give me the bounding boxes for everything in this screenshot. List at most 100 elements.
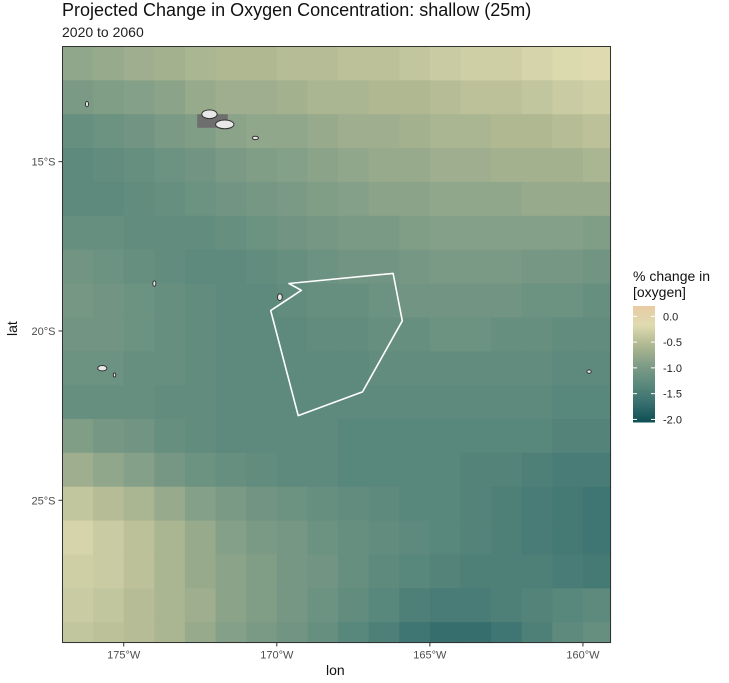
heatmap-cell [429, 317, 462, 352]
legend-swatch [633, 373, 655, 377]
heatmap-cell [154, 283, 186, 319]
heatmap-cell [552, 554, 584, 589]
legend-swatch [633, 336, 655, 340]
legend-swatch [633, 408, 655, 411]
heatmap-cell [399, 317, 431, 352]
legend-swatch [633, 367, 655, 371]
heatmap-cell [582, 385, 612, 420]
heatmap-cell [62, 114, 94, 149]
heatmap-cell [276, 80, 309, 115]
heatmap-cell [215, 622, 247, 644]
heatmap-cell [307, 554, 339, 589]
legend-swatch [633, 406, 655, 409]
legend-swatch [633, 391, 655, 394]
heatmap-cell [93, 249, 125, 285]
legend-swatch [633, 323, 655, 326]
heatmap-cell [215, 588, 247, 623]
legend-swatch [633, 358, 655, 361]
heatmap-cell [582, 588, 612, 623]
heatmap-cell [246, 520, 278, 556]
legend-swatch [633, 375, 655, 379]
heatmap-cell [429, 419, 462, 454]
legend-swatch [633, 389, 655, 392]
heatmap-cell [215, 181, 247, 217]
heatmap-cell [276, 622, 309, 644]
heatmap-cell [215, 148, 247, 183]
heatmap-cell [62, 351, 94, 386]
legend-swatch [633, 333, 655, 336]
heatmap-cell [154, 622, 186, 644]
heatmap-cell [154, 317, 186, 352]
legend-swatch [633, 412, 655, 415]
legend-swatch [633, 329, 655, 332]
heatmap-cell [521, 622, 553, 644]
heatmap-cell [123, 283, 155, 319]
heatmap-cell [276, 486, 309, 522]
heatmap-cell [368, 520, 400, 556]
heatmap-cell [246, 351, 278, 386]
heatmap-cell [521, 215, 553, 251]
heatmap-cell [399, 46, 431, 81]
heatmap-cell [491, 419, 523, 454]
heatmap-cell [582, 351, 612, 386]
heatmap-cell [399, 486, 431, 522]
heatmap-cell [338, 317, 370, 352]
heatmap-cell [429, 114, 462, 149]
heatmap-cell [154, 114, 186, 149]
heatmap-cell [276, 215, 309, 251]
heatmap-cell [154, 181, 186, 217]
heatmap-cell [521, 46, 553, 81]
heatmap-cell [368, 486, 400, 522]
heatmap-cell [93, 588, 125, 623]
heatmap-cell [276, 46, 309, 81]
y-tick-label: 25°S [32, 495, 56, 507]
heatmap-cell [93, 554, 125, 589]
heatmap-cell [93, 486, 125, 522]
heatmap-cell [521, 148, 553, 183]
heatmap-cell [460, 385, 492, 420]
heatmap-cell [123, 520, 155, 556]
heatmap-cell [307, 486, 339, 522]
heatmap-cell [582, 452, 612, 488]
heatmap-cell [491, 588, 523, 623]
heatmap-cell [338, 283, 370, 319]
heatmap-cell [552, 114, 584, 149]
legend-swatch [633, 321, 655, 324]
heatmap-cell [399, 80, 431, 115]
heatmap-cell [521, 588, 553, 623]
x-tick-label: 170°W [260, 650, 294, 662]
heatmap-cell [491, 351, 523, 386]
heatmap-cell [184, 215, 217, 251]
legend-swatch [633, 394, 655, 398]
heatmap-cell [491, 622, 523, 644]
map-overlays [84, 100, 592, 417]
heatmap-cell [62, 80, 94, 115]
heatmap-cell [93, 215, 125, 251]
heatmap-cell [307, 114, 339, 149]
heatmap-cell [552, 520, 584, 556]
heatmap-cell [460, 588, 492, 623]
heatmap-cell [246, 317, 278, 352]
heatmap-cell [307, 181, 339, 217]
island-shape [97, 364, 108, 372]
heatmap-cell [491, 46, 523, 81]
island-shape [215, 119, 235, 130]
heatmap-cell [62, 452, 94, 488]
heatmap-cell [246, 114, 278, 149]
heatmap-cell [460, 114, 492, 149]
heatmap-cell [123, 385, 155, 420]
heatmap-cell [582, 249, 612, 285]
heatmap-cell [62, 215, 94, 251]
heatmap-cell [582, 622, 612, 644]
legend-tick-label: -2.0 [663, 414, 682, 426]
heatmap-cell [154, 148, 186, 183]
heatmap-cell [460, 622, 492, 644]
heatmap-cell [246, 622, 278, 644]
heatmap-cell [552, 181, 584, 217]
heatmap-cell [460, 486, 492, 522]
heatmap-cell [123, 46, 155, 81]
legend-swatch [633, 383, 655, 386]
legend-swatch [633, 360, 655, 363]
heatmap-cell [184, 419, 217, 454]
